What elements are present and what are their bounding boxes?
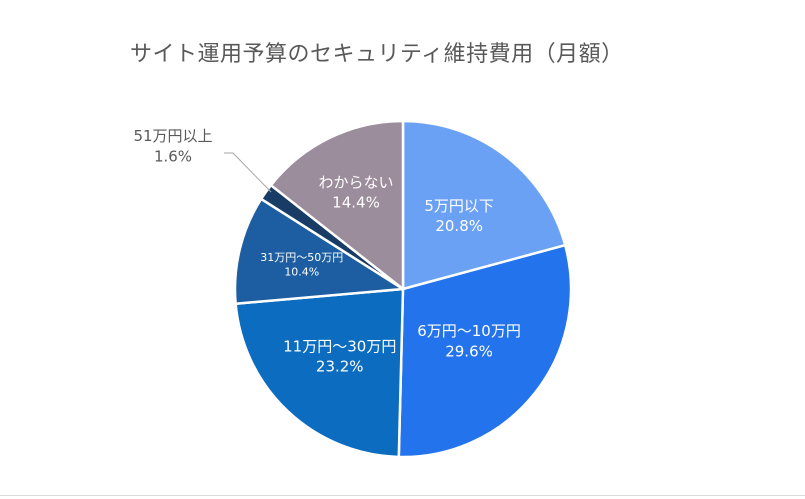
slice-name-label-4: 31万円〜50万円 — [260, 251, 343, 264]
slice-value-label-3: 23.2% — [316, 358, 364, 376]
slice-name-label-3: 11万円〜30万円 — [283, 337, 396, 355]
slice-name-label-2: 6万円〜10万円 — [417, 322, 521, 340]
slice-value-label-5: 1.6% — [154, 147, 192, 165]
slice-4 — [233, 197, 405, 306]
chart-title: サイト運用予算のセキュリティ維持費用（月額） — [130, 42, 624, 67]
slice-2 — [397, 243, 573, 459]
slice-value-label-2: 29.6% — [445, 342, 493, 360]
slice-1 — [401, 119, 567, 291]
slice-name-label-5: 51万円以上 — [133, 127, 212, 145]
slice-6 — [269, 119, 405, 291]
leader-line-5 — [224, 152, 272, 193]
slice-3 — [234, 287, 405, 459]
slice-value-label-1: 20.8% — [435, 217, 483, 235]
slice-value-label-6: 14.4% — [332, 194, 380, 212]
slice-name-label-1: 5万円以下 — [424, 197, 494, 215]
bottom-divider — [0, 495, 805, 496]
slice-name-label-6: わからない — [318, 173, 393, 191]
slice-value-label-4: 10.4% — [284, 266, 319, 279]
